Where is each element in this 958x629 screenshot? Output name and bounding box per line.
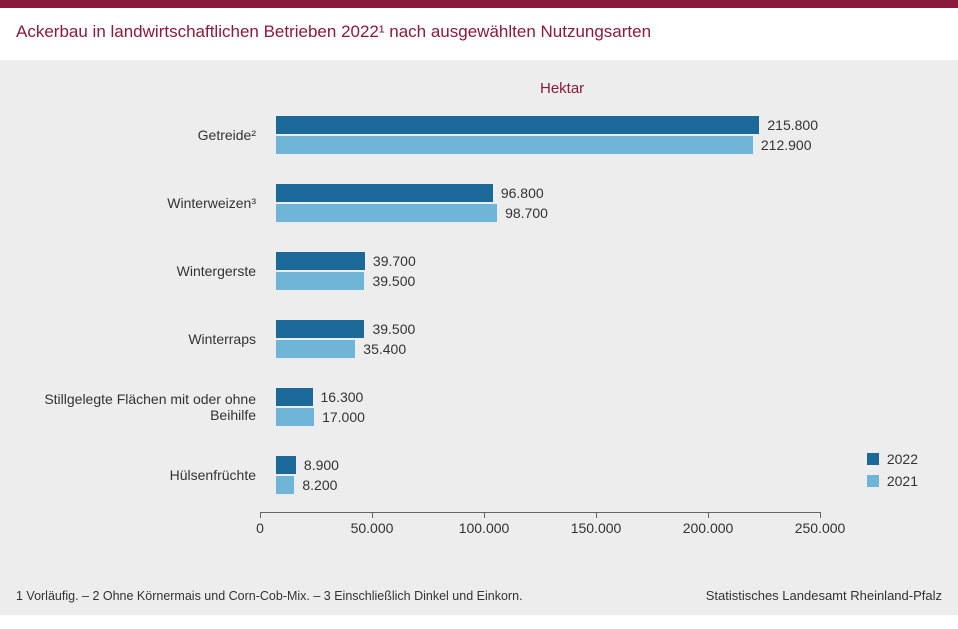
category-label: Winterweizen³	[16, 195, 266, 211]
bar-value-label: 39.500	[372, 320, 415, 338]
category-label: Hülsenfrüchte	[16, 467, 266, 483]
x-axis: 050.000100.000150.000200.000250.000	[260, 512, 820, 513]
x-tick-mark	[260, 512, 261, 518]
bars-area: 16.300 17.000	[276, 388, 836, 426]
chart-area: Hektar Getreide² 215.800 212.900 Winterweiz…	[0, 60, 958, 615]
bars-area: 39.500 35.400	[276, 320, 836, 358]
bar-2022	[276, 388, 313, 406]
x-tick-label: 0	[256, 520, 264, 536]
bars-area: 8.900 8.200	[276, 456, 836, 494]
category-group: Winterraps 39.500 35.400	[16, 320, 942, 358]
legend-swatch	[867, 475, 879, 487]
x-tick: 100.000	[484, 512, 485, 518]
x-tick-mark	[372, 512, 373, 518]
legend-label: 2021	[887, 473, 918, 489]
header-accent-bar	[0, 0, 958, 8]
bar-value-label: 17.000	[322, 408, 365, 426]
legend-swatch	[867, 453, 879, 465]
x-tick-label: 200.000	[683, 520, 734, 536]
bar-value-label: 39.500	[372, 272, 415, 290]
chart-title: Ackerbau in landwirtschaftlichen Betrieb…	[16, 22, 942, 42]
x-tick: 150.000	[596, 512, 597, 518]
unit-label: Hektar	[540, 80, 584, 97]
bar-2022	[276, 320, 364, 338]
bar-2021	[276, 136, 753, 154]
category-group: Winterweizen³ 96.800 98.700	[16, 184, 942, 222]
bar-value-label: 39.700	[373, 252, 416, 270]
bar-value-label: 98.700	[505, 204, 548, 222]
x-tick-label: 250.000	[795, 520, 846, 536]
x-tick: 0	[260, 512, 261, 518]
x-tick: 250.000	[820, 512, 821, 518]
bar-value-label: 16.300	[321, 388, 364, 406]
legend-item: 2022	[867, 451, 918, 467]
legend: 2022 2021	[867, 451, 918, 495]
bar-value-label: 212.900	[761, 136, 812, 154]
x-tick: 200.000	[708, 512, 709, 518]
bar-2022	[276, 184, 493, 202]
x-tick-label: 100.000	[459, 520, 510, 536]
bar-2021	[276, 340, 355, 358]
bar-2021	[276, 272, 364, 290]
bar-value-label: 35.400	[363, 340, 406, 358]
footnote: 1 Vorläufig. – 2 Ohne Körnermais und Cor…	[16, 589, 523, 603]
category-group: Wintergerste 39.700 39.500	[16, 252, 942, 290]
category-group: Stillgelegte Flächen mit oder ohne Beihi…	[16, 388, 942, 426]
x-tick-mark	[484, 512, 485, 518]
bar-2022	[276, 456, 296, 474]
category-label: Winterraps	[16, 331, 266, 347]
bar-value-label: 215.800	[767, 116, 818, 134]
category-label: Wintergerste	[16, 263, 266, 279]
bar-2021	[276, 204, 497, 222]
legend-label: 2022	[887, 451, 918, 467]
x-tick-mark	[596, 512, 597, 518]
source-attribution: Statistisches Landesamt Rheinland-Pfalz	[706, 588, 942, 603]
x-tick-mark	[708, 512, 709, 518]
x-tick-mark	[820, 512, 821, 518]
plot-region: Getreide² 215.800 212.900 Winterweizen³ 96.8…	[16, 116, 942, 555]
x-tick: 50.000	[372, 512, 373, 518]
x-tick-label: 50.000	[351, 520, 394, 536]
bar-2022	[276, 252, 365, 270]
bars-area: 215.800 212.900	[276, 116, 836, 154]
category-group: Hülsenfrüchte 8.900 8.200	[16, 456, 942, 494]
bar-value-label: 8.900	[304, 456, 339, 474]
x-tick-label: 150.000	[571, 520, 622, 536]
category-label: Stillgelegte Flächen mit oder ohne Beihi…	[16, 391, 266, 423]
bar-2021	[276, 408, 314, 426]
bar-2021	[276, 476, 294, 494]
title-area: Ackerbau in landwirtschaftlichen Betrieb…	[0, 8, 958, 60]
bar-2022	[276, 116, 759, 134]
bar-value-label: 96.800	[501, 184, 544, 202]
legend-item: 2021	[867, 473, 918, 489]
bars-area: 39.700 39.500	[276, 252, 836, 290]
bars-area: 96.800 98.700	[276, 184, 836, 222]
category-group: Getreide² 215.800 212.900	[16, 116, 942, 154]
bar-value-label: 8.200	[302, 476, 337, 494]
category-label: Getreide²	[16, 127, 266, 143]
